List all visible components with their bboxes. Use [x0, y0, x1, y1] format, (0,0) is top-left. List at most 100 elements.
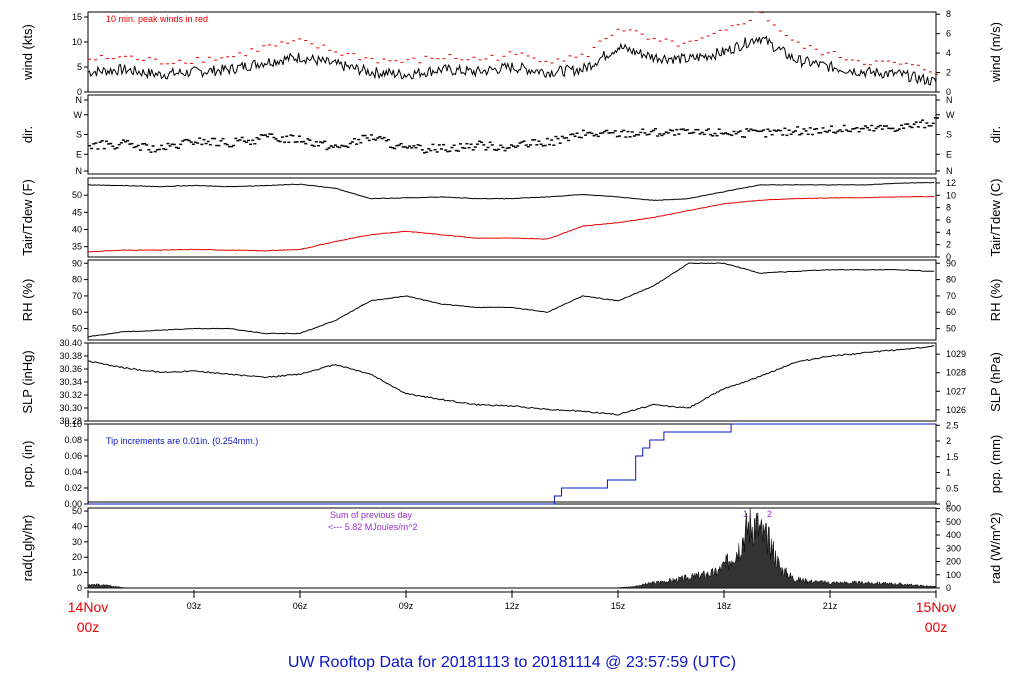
- series-line-wind-0: [87, 35, 937, 86]
- ylabel-right-temp: Tair/Tdew (C): [988, 178, 1003, 256]
- ytick-right-label-rad: 500: [946, 517, 961, 527]
- panel-frame-slp: [87, 342, 937, 422]
- ytick-right-label-wind: 0: [946, 87, 951, 97]
- ytick-right-label-dir: E: [946, 149, 952, 159]
- chart-title: UW Rooftop Data for 20181113 to 20181114…: [288, 654, 736, 671]
- x-end-day-label: 15Nov: [916, 599, 956, 615]
- ytick-right-label-temp: 12: [946, 178, 956, 188]
- annotation-pcp: Tip increments are 0.01in. (0.254mm.): [106, 436, 258, 446]
- ytick-right-label-dir: N: [946, 166, 953, 176]
- ytick-right-label-slp: 1028: [946, 368, 966, 378]
- xtick-label: 12z: [505, 601, 520, 611]
- ytick-right-label-pcp: 0.5: [946, 483, 959, 493]
- xtick-label: 09z: [399, 601, 414, 611]
- ytick-label-slp: 30.32: [59, 390, 82, 400]
- ytick-right-label-rad: 600: [946, 504, 961, 514]
- ytick-label-pcp: 0.02: [64, 483, 82, 493]
- panel-frame-rad: [87, 507, 937, 589]
- ylabel-right-wind: wind (m/s): [988, 22, 1003, 83]
- xtick-label: 15z: [611, 601, 626, 611]
- ytick-label-temp: 35: [72, 242, 82, 252]
- ytick-label-rh: 80: [72, 275, 82, 285]
- ylabel-right-slp: SLP (hPa): [988, 352, 1003, 412]
- ytick-right-label-pcp: 1: [946, 468, 951, 478]
- ytick-label-rad: 40: [72, 521, 82, 531]
- ytick-right-label-temp: 0: [946, 252, 951, 262]
- ytick-right-label-rh: 50: [946, 324, 956, 334]
- ytick-right-label-rad: 200: [946, 557, 961, 567]
- ytick-right-label-rad: 0: [946, 583, 951, 593]
- ytick-label-rad: 10: [72, 568, 82, 578]
- ytick-right-label-rad: 400: [946, 530, 961, 540]
- xtick-label: 06z: [293, 601, 308, 611]
- ytick-label-rh: 50: [72, 324, 82, 334]
- ytick-label-slp: 30.38: [59, 351, 82, 361]
- annotation-wind: 10 min. peak winds in red: [106, 14, 208, 24]
- ytick-label-slp: 30.34: [59, 377, 82, 387]
- ytick-right-label-pcp: 1.5: [946, 452, 959, 462]
- series-line-pcp: [88, 423, 936, 505]
- ytick-right-label-wind: 8: [946, 9, 951, 19]
- ytick-right-label-rh: 60: [946, 307, 956, 317]
- ylabel-right-pcp: pcp. (mm): [988, 435, 1003, 494]
- ytick-right-label-slp: 1029: [946, 349, 966, 359]
- ytick-label-temp: 40: [72, 225, 82, 235]
- ytick-right-label-temp: 2: [946, 240, 951, 250]
- ytick-right-label-pcp: 2: [946, 436, 951, 446]
- ytick-right-label-dir: N: [946, 95, 953, 105]
- rad-mark-1: 1: [743, 509, 748, 519]
- ylabel-right-rad: rad (W/m^2): [988, 512, 1003, 583]
- ytick-label-dir: S: [76, 130, 82, 140]
- ytick-right-label-wind: 6: [946, 29, 951, 39]
- ylabel-slp: SLP (inHg): [20, 350, 35, 413]
- ylabel-dir: dir.: [20, 126, 35, 143]
- rad-mark-2: 2: [767, 509, 772, 519]
- ytick-label-pcp: 0.04: [64, 467, 82, 477]
- ytick-label-pcp: 0.00: [64, 499, 82, 509]
- panel-pcp: [84, 423, 940, 505]
- ytick-label-slp: 30.40: [59, 338, 82, 348]
- panel-dir: [84, 94, 940, 175]
- ylabel-wind: wind (kts): [20, 24, 35, 81]
- ytick-label-rh: 70: [72, 291, 82, 301]
- panel-temp: [84, 177, 940, 258]
- ylabel-right-rh: RH (%): [988, 279, 1003, 322]
- ytick-right-label-temp: 4: [946, 227, 951, 237]
- ytick-right-label-rh: 80: [946, 275, 956, 285]
- ytick-label-rad: 30: [72, 537, 82, 547]
- ytick-label-wind: 10: [72, 37, 82, 47]
- series-area-rad: [87, 508, 937, 589]
- panel-frame-wind: [87, 11, 937, 93]
- panel-rad: [84, 507, 940, 589]
- ytick-label-temp: 45: [72, 207, 82, 217]
- series-line-temp-0: [87, 181, 935, 201]
- series-line-temp-1: [87, 195, 935, 253]
- ytick-label-rh: 90: [72, 258, 82, 268]
- ytick-label-wind: 0: [77, 87, 82, 97]
- x-start-hour-label: 00z: [77, 619, 100, 635]
- ytick-label-pcp: 0.10: [64, 419, 82, 429]
- ytick-label-wind: 5: [77, 62, 82, 72]
- ytick-right-label-dir: S: [946, 130, 952, 140]
- ytick-label-rad: 0: [77, 583, 82, 593]
- ytick-right-label-wind: 4: [946, 48, 951, 58]
- ytick-label-pcp: 0.08: [64, 435, 82, 445]
- ytick-label-dir: N: [76, 95, 83, 105]
- ytick-right-label-rh: 90: [946, 258, 956, 268]
- ytick-right-label-slp: 1026: [946, 405, 966, 415]
- series-line-slp-0: [87, 345, 935, 416]
- ytick-label-pcp: 0.06: [64, 451, 82, 461]
- ylabel-temp: Tair/Tdew (F): [20, 179, 35, 256]
- ylabel-pcp: pcp. (in): [20, 441, 35, 488]
- ytick-right-label-dir: W: [946, 110, 955, 120]
- ytick-right-label-pcp: 2.5: [946, 420, 959, 430]
- xtick-label: 21z: [823, 601, 838, 611]
- ytick-right-label-rad: 300: [946, 543, 961, 553]
- ytick-label-slp: 30.28: [59, 416, 82, 426]
- annotation-rad-line1: Sum of previous day: [330, 510, 413, 520]
- ytick-label-temp: 50: [72, 190, 82, 200]
- ytick-right-label-rad: 100: [946, 570, 961, 580]
- ytick-right-label-pcp: 0: [946, 499, 951, 509]
- ytick-label-slp: 30.36: [59, 364, 82, 374]
- ytick-label-rad: 20: [72, 552, 82, 562]
